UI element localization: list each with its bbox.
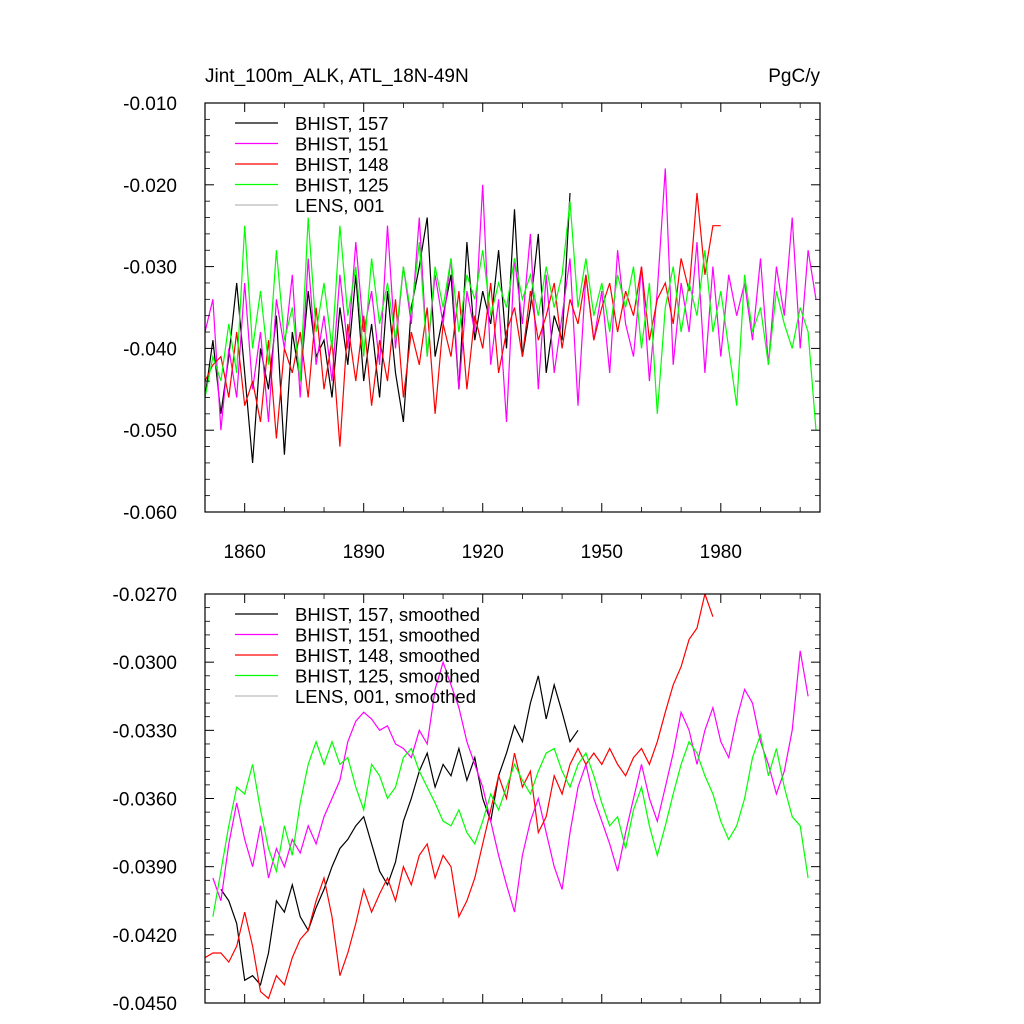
bottom-y-tick-label: -0.0390: [113, 858, 177, 879]
bottom-legend-label-3: BHIST, 125, smoothed: [295, 666, 480, 687]
top-legend-label-0: BHIST, 157: [295, 113, 389, 134]
top-chart-units: PgC/y: [768, 66, 820, 87]
top-chart-title: Jint_100m_ALK, ATL_18N-49N: [205, 66, 469, 87]
top-series-line-2: [205, 192, 721, 447]
top-series-line-1: [205, 168, 817, 431]
top-y-tick-label: -0.010: [123, 94, 177, 115]
top-series-line-0: [205, 192, 571, 463]
top-legend-label-1: BHIST, 151: [295, 134, 389, 155]
bottom-y-tick-label: -0.0420: [113, 926, 177, 947]
bottom-series-line-1: [212, 650, 809, 913]
bottom-series-line-0: [220, 675, 579, 987]
bottom-y-tick-label: -0.0450: [113, 994, 177, 1015]
top-legend-label-2: BHIST, 148: [295, 154, 389, 175]
bottom-legend-label-1: BHIST, 151, smoothed: [295, 625, 480, 646]
top-x-tick-label: 1860: [224, 542, 266, 563]
bottom-chart: -0.0450 -0.0420 -0.0390 -0.0360 -0.0330 -0.03…: [113, 585, 821, 1015]
top-y-tick-label: -0.030: [123, 258, 177, 279]
top-x-tick-label: 1890: [343, 542, 385, 563]
top-chart: -0.060 -0.050 -0.040 -0.030 -0.020 -0.010 1860…: [123, 94, 821, 563]
bottom-legend-label-4: LENS, 001, smoothed: [295, 686, 476, 707]
bottom-y-tick-label: -0.0330: [113, 721, 177, 742]
bottom-y-tick-label: -0.0360: [113, 790, 177, 811]
top-legend-label-4: LENS, 001: [295, 195, 384, 216]
bottom-y-tick-label: -0.0300: [113, 653, 177, 674]
top-y-tick-label: -0.020: [123, 176, 177, 197]
bottom-series-line-3: [212, 732, 809, 917]
top-y-tick-label: -0.050: [123, 421, 177, 442]
top-x-tick-label: 1950: [581, 542, 623, 563]
bottom-legend-label-0: BHIST, 157, smoothed: [295, 604, 480, 625]
top-x-tick-label: 1920: [462, 542, 504, 563]
top-legend-label-3: BHIST, 125: [295, 175, 389, 196]
bottom-y-tick-label: -0.0270: [113, 585, 177, 606]
top-x-tick-label: 1980: [700, 542, 742, 563]
top-plot-frame: [204, 102, 821, 513]
top-y-tick-label: -0.040: [123, 339, 177, 360]
bottom-series-line-2: [205, 594, 714, 1000]
top-y-tick-label: -0.060: [123, 503, 177, 524]
bottom-legend-label-2: BHIST, 148, smoothed: [295, 645, 480, 666]
top-series-line-3: [205, 201, 817, 431]
